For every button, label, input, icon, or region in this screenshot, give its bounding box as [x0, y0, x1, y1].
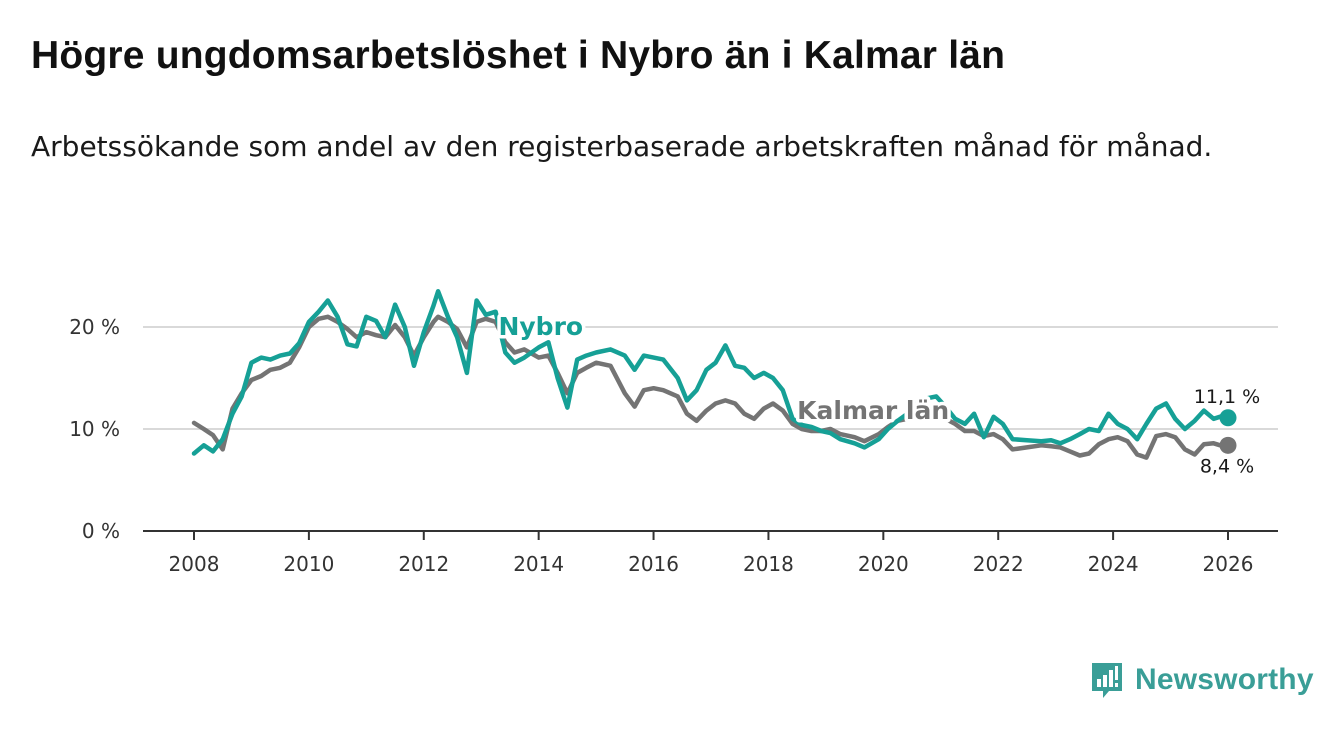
x-tick-label: 2024	[1088, 552, 1139, 576]
y-tick-label: 10 %	[69, 417, 120, 441]
y-tick-label: 20 %	[69, 315, 120, 339]
x-tick-label: 2010	[283, 552, 334, 576]
chart-title: Högre ungdomsarbetslöshet i Nybro än i K…	[31, 34, 1006, 77]
newsworthy-logo: Newsworthy	[1089, 660, 1314, 700]
end-label-kalmar: 8,4 %	[1200, 455, 1254, 477]
series-label-nybro: Nybro	[498, 312, 583, 341]
labels: 11,1 % 8,4 % Nybro Kalmar län	[495, 309, 1260, 478]
x-tick-label: 2008	[169, 552, 220, 576]
x-tick-label: 2016	[628, 552, 679, 576]
series-lines	[191, 289, 1237, 460]
y-tick-label: 0 %	[82, 519, 120, 543]
x-tick-label: 2026	[1203, 552, 1254, 576]
x-tick-label: 2022	[973, 552, 1024, 576]
chart-subtitle: Arbetssökande som andel av den registerb…	[31, 130, 1213, 163]
x-tick-label: 2020	[858, 552, 909, 576]
x-tick-label: 2014	[513, 552, 564, 576]
end-dot-nybro	[1219, 409, 1237, 427]
series-line-nybro	[191, 289, 1231, 456]
x-tick-label: 2018	[743, 552, 794, 576]
brand-name: Newsworthy	[1135, 663, 1314, 696]
end-dot-kalmar	[1219, 436, 1237, 454]
bar-chart-icon	[1092, 663, 1122, 698]
axes: 0 % 10 % 20 % 2008 2010 2012 2014 2016 2018 2020 2…	[69, 315, 1278, 576]
series-label-kalmar: Kalmar län	[797, 396, 949, 425]
x-tick-label: 2012	[398, 552, 449, 576]
end-label-nybro: 11,1 %	[1194, 386, 1260, 408]
